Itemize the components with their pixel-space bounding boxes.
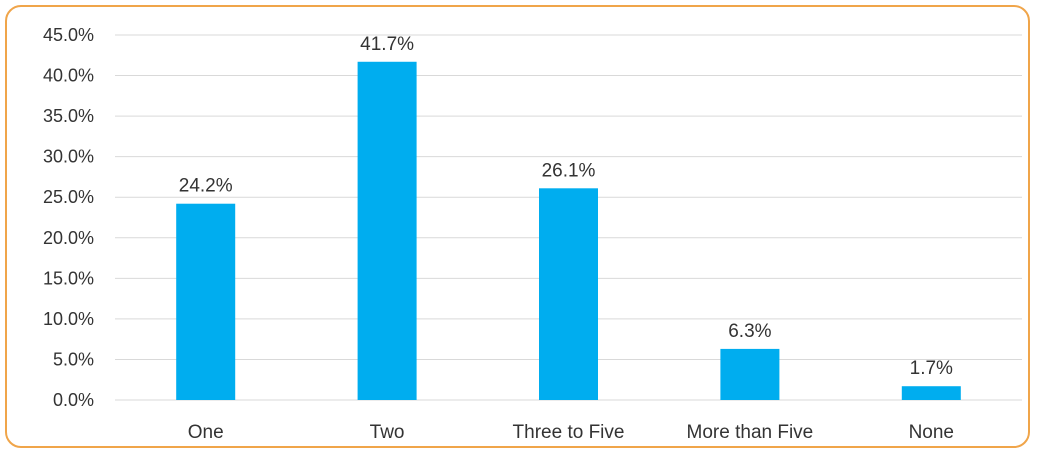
x-category-label: None — [909, 422, 954, 443]
bar — [357, 61, 417, 401]
data-labels: 24.2% 41.7% 26.1% 6.3% 1.7% — [179, 34, 953, 379]
y-tick-label: 10.0% — [43, 309, 94, 329]
data-label: 6.3% — [728, 321, 771, 342]
y-tick-label: 45.0% — [43, 25, 94, 45]
y-tick-label: 30.0% — [43, 147, 94, 167]
x-category-label: One — [188, 422, 224, 443]
y-tick-label: 25.0% — [43, 187, 94, 207]
x-axis-categories: One Two Three to Five More than Five None — [188, 422, 954, 443]
x-category-label: Three to Five — [513, 422, 625, 443]
chart-frame — [5, 5, 1030, 448]
y-tick-label: 35.0% — [43, 106, 94, 126]
data-label: 1.7% — [910, 358, 953, 379]
x-category-label: Two — [370, 422, 405, 443]
bar — [720, 348, 780, 400]
gridlines — [115, 34, 1022, 401]
y-axis-ticks: 0.0% 5.0% 10.0% 15.0% 20.0% 25.0% 30.0% 35.0% 40… — [43, 25, 94, 410]
y-tick-label: 15.0% — [43, 268, 94, 288]
data-label: 26.1% — [542, 160, 596, 181]
bar — [901, 386, 961, 400]
data-label: 41.7% — [360, 34, 414, 55]
bar — [539, 188, 598, 400]
bars — [176, 61, 961, 401]
y-tick-label: 5.0% — [53, 349, 94, 369]
y-tick-label: 0.0% — [53, 390, 94, 410]
y-tick-label: 40.0% — [43, 66, 94, 86]
data-label: 24.2% — [179, 176, 233, 197]
x-category-label: More than Five — [687, 422, 814, 443]
bar — [176, 203, 236, 400]
y-tick-label: 20.0% — [43, 228, 94, 248]
